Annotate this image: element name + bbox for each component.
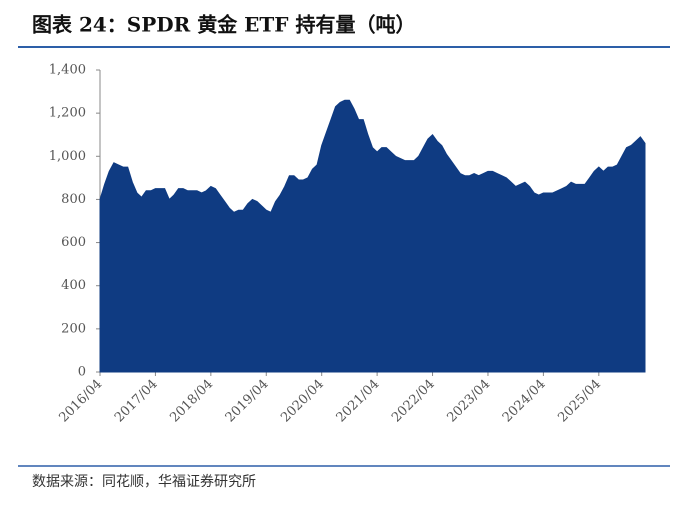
y-tick-label: 1,400 [49,63,86,78]
chart-title: 图表 24：SPDR 黄金 ETF 持有量（吨） [32,13,415,37]
x-tick-label: 2024/04 [500,377,549,426]
source-note: 数据来源：同花顺，华福证券研究所 [32,474,256,490]
area [99,99,646,373]
y-tick-label: 1,000 [49,149,86,164]
x-tick-label: 2019/04 [223,377,272,426]
x-tick-label: 2021/04 [334,377,383,426]
x-tick-label: 2025/04 [555,377,604,426]
y-tick-label: 200 [61,321,86,336]
y-tick-label: 0 [78,365,86,380]
y-tick-label: 1,200 [49,106,86,121]
y-tick-label: 400 [61,278,86,293]
x-tick-label: 2016/04 [57,377,106,426]
x-tick-label: 2022/04 [389,377,438,426]
x-tick-label: 2023/04 [444,377,493,426]
x-tick-label: 2018/04 [167,377,216,426]
x-tick-label: 2020/04 [278,377,327,426]
y-tick-label: 600 [61,235,86,250]
x-tick-label: 2017/04 [112,377,161,426]
y-tick-label: 800 [61,192,86,207]
